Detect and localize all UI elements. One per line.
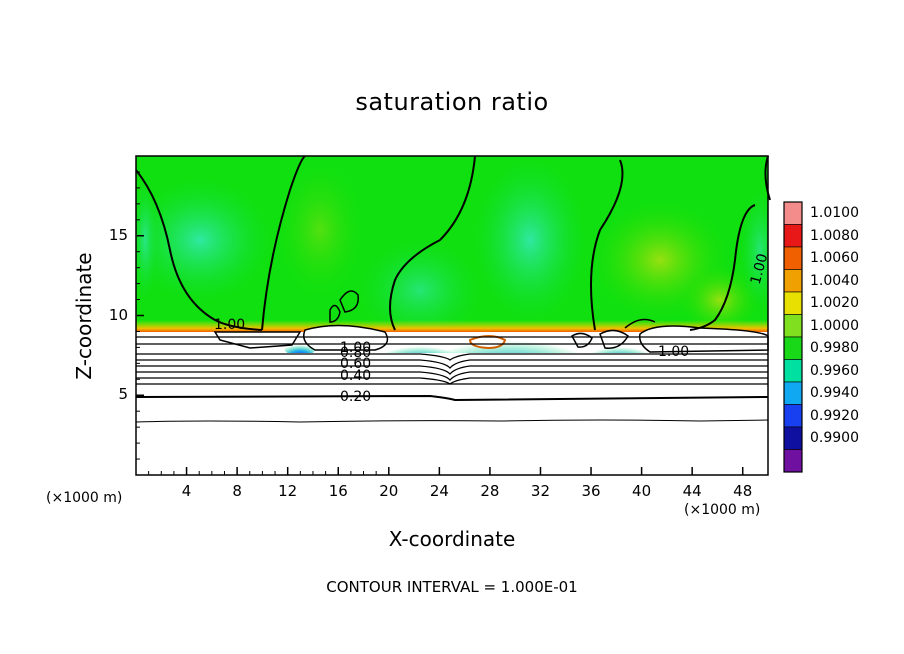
colorbar-label: 0.9940 <box>810 385 859 402</box>
colorbar-swatch <box>783 291 803 315</box>
colorbar-label: 0.9960 <box>810 362 859 379</box>
x-tick-label: 32 <box>530 482 551 500</box>
colorbar-swatch <box>783 404 803 428</box>
colorbar-label: 0.9980 <box>810 340 859 357</box>
contour-label: 1.00 <box>214 317 246 333</box>
saturation-field <box>136 156 768 332</box>
y-tick-label: 10 <box>108 305 128 324</box>
colorbar-label: 1.0040 <box>810 272 859 289</box>
colorbar-label: 0.9920 <box>810 407 859 424</box>
colorbar-swatch <box>783 314 803 338</box>
contour-label: 0.40 <box>340 368 372 384</box>
x-tick-label: 4 <box>181 482 192 500</box>
y-tick-label: 15 <box>108 225 128 244</box>
contour-label: 0.80 <box>340 345 372 361</box>
x-axis-ticks <box>148 467 744 475</box>
contour-lines <box>135 155 771 423</box>
colorbar-label: 1.0080 <box>810 227 859 244</box>
colorbar-swatch <box>783 359 803 383</box>
x-unit-right: (×1000 m) <box>684 502 761 518</box>
colorbar-label: 1.0020 <box>810 295 859 312</box>
colorbar-swatch <box>783 449 803 473</box>
colorbar-label: 1.0060 <box>810 250 859 267</box>
contour-label: 1.00 <box>658 344 690 360</box>
colorbar-label: 1.0100 <box>810 205 859 222</box>
colorbar-label: 1.0000 <box>810 317 859 334</box>
contour-label: 0.20 <box>340 389 372 405</box>
x-tick-label: 20 <box>379 482 399 500</box>
colorbar-swatch <box>783 246 803 270</box>
x-tick-label: 48 <box>733 482 753 500</box>
colorbar-swatch <box>783 381 803 405</box>
x-tick-label: 8 <box>232 482 242 500</box>
chart-title: saturation ratio <box>355 88 549 116</box>
x-tick-label: 44 <box>682 482 702 500</box>
x-tick-label: 36 <box>581 482 601 500</box>
x-tick-label: 28 <box>480 482 500 500</box>
x-tick-label: 40 <box>632 482 652 500</box>
x-tick-label: 12 <box>278 482 298 500</box>
colorbar-label: 0.9900 <box>810 430 859 447</box>
x-tick-label: 24 <box>429 482 449 500</box>
colorbar-swatch <box>783 224 803 248</box>
colorbar-swatch <box>783 201 803 225</box>
colorbar <box>783 201 803 473</box>
x-tick-label: 16 <box>328 482 348 500</box>
contour-label: 1.00 <box>340 340 372 356</box>
contour-label: 0.60 <box>340 356 372 372</box>
x-axis-label: X-coordinate <box>388 527 516 551</box>
y-axis-ticks <box>136 171 144 460</box>
x-unit-left: (×1000 m) <box>46 490 123 506</box>
y-tick-label: 5 <box>118 385 128 404</box>
surface-layer <box>136 324 769 475</box>
contour-interval-note: CONTOUR INTERVAL = 1.000E-01 <box>326 578 578 596</box>
colorbar-swatch <box>783 336 803 360</box>
colorbar-swatch <box>783 426 803 450</box>
colorbar-frame <box>783 201 803 473</box>
y-axis-label: Z-coordinate <box>72 252 96 380</box>
colorbar-swatch <box>783 269 803 293</box>
